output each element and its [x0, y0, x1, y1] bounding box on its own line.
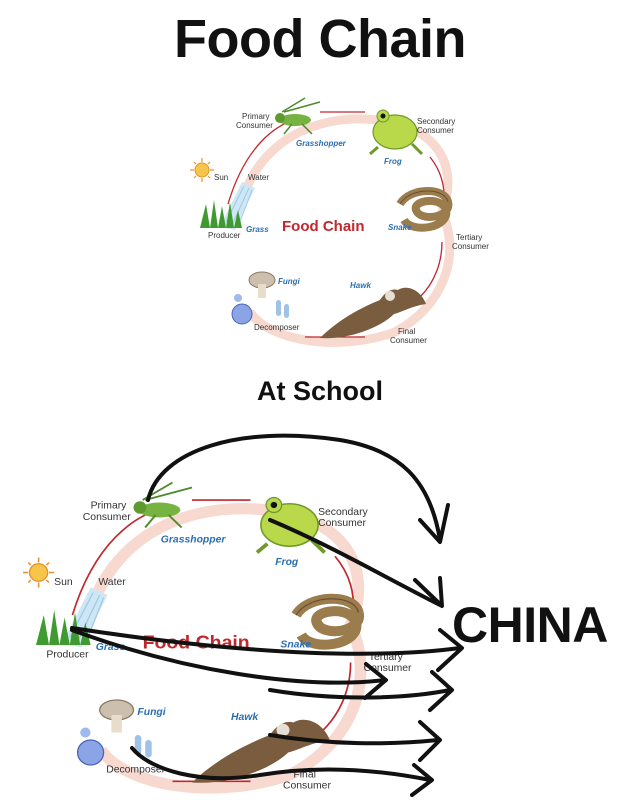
label-final-consumer-2: Consumer: [283, 781, 332, 792]
label-grass: Grass: [246, 225, 269, 234]
label-tertiary-consumer-2: Consumer: [364, 663, 413, 674]
cycle-arrow: [419, 241, 443, 298]
label-final-consumer-2: Consumer: [390, 336, 427, 345]
mushroom-icon: [248, 271, 276, 298]
label-final-consumer: Final: [293, 770, 316, 781]
marker-arrow-5-head: [428, 670, 454, 712]
snake-icon: [396, 187, 453, 232]
label-tertiary-consumer: Tertiary: [369, 652, 404, 663]
label-grass: Grass: [96, 642, 126, 653]
label-sun: Sun: [54, 577, 72, 588]
label-primary-consumer: Primary: [242, 112, 270, 121]
food-chain-diagram: Primary Consumer Grasshopper Secondary C…: [23, 481, 413, 794]
label-snake: Snake: [280, 640, 311, 651]
label-sun: Sun: [214, 173, 228, 182]
label-hawk: Hawk: [350, 281, 371, 290]
label-secondary-consumer: Secondary: [417, 117, 455, 126]
label-decomposer: Decomposer: [254, 323, 300, 332]
label-primary-consumer-2: Consumer: [83, 512, 132, 523]
label-primary-consumer: Primary: [91, 501, 128, 512]
center-label: Food Chain: [143, 633, 250, 654]
label-hawk: Hawk: [231, 712, 259, 723]
label-producer: Producer: [46, 650, 89, 661]
bacteria-icon: [231, 294, 289, 325]
label-grasshopper: Grasshopper: [296, 139, 347, 148]
grass-icon: [200, 200, 242, 228]
label-final-consumer: Final: [398, 327, 416, 336]
sun-icon: [23, 557, 55, 588]
subtitle: At School: [257, 376, 383, 406]
frog-icon: [255, 496, 326, 554]
food-chain-diagram: Primary Consumer Grasshopper Secondary C…: [190, 97, 489, 347]
china-label: CHINA: [452, 597, 608, 653]
mushroom-icon: [99, 699, 135, 733]
label-primary-consumer-2: Consumer: [236, 121, 273, 130]
label-frog: Frog: [275, 557, 299, 568]
label-frog: Frog: [384, 157, 402, 166]
food-chain-diagram-bottom: Primary Consumer Grasshopper Secondary C…: [23, 481, 413, 794]
label-fungi: Fungi: [278, 277, 301, 286]
label-producer: Producer: [208, 231, 241, 240]
label-water: Water: [98, 577, 126, 588]
center-label: Food Chain: [282, 218, 365, 235]
frog-icon: [369, 109, 424, 156]
food-chain-diagram-top: Primary Consumer Grasshopper Secondary C…: [190, 97, 489, 347]
label-tertiary-consumer-2: Consumer: [452, 242, 489, 251]
label-tertiary-consumer: Tertiary: [456, 233, 482, 242]
grasshopper-icon: [275, 97, 321, 135]
label-grasshopper: Grasshopper: [161, 535, 227, 546]
page-title: Food Chain: [174, 9, 466, 69]
sun-icon: [190, 158, 214, 182]
hawk-icon: [320, 287, 426, 339]
label-snake: Snake: [388, 223, 412, 232]
label-secondary-consumer-2: Consumer: [417, 126, 454, 135]
label-decomposer: Decomposer: [106, 765, 165, 776]
label-water: Water: [248, 173, 269, 182]
label-secondary-consumer-2: Consumer: [318, 518, 367, 529]
label-fungi: Fungi: [137, 707, 165, 718]
label-secondary-consumer: Secondary: [318, 507, 369, 518]
